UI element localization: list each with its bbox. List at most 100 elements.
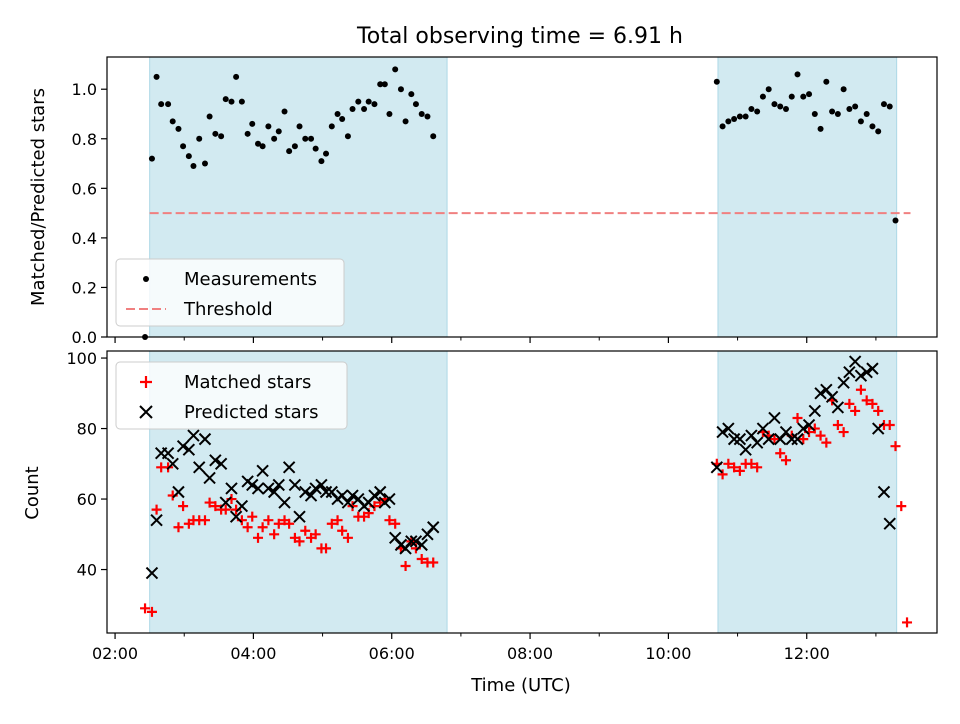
x-tick-label: 10:00: [645, 644, 691, 663]
y-tick-label: 0.2: [72, 278, 97, 297]
measurements-point: [875, 128, 882, 135]
matched-stars-point: [821, 437, 832, 448]
measurements-point: [185, 153, 192, 160]
y-tick-label: 1.0: [72, 80, 97, 99]
predicted-stars-point: [848, 355, 862, 368]
matched-stars-point: [140, 603, 151, 614]
measurements-point: [339, 115, 346, 122]
matched-stars-point: [752, 462, 763, 473]
measurements-point: [430, 133, 437, 140]
measurements-point: [218, 133, 225, 140]
predicted-stars-point: [198, 432, 212, 446]
predicted-stars-point: [319, 485, 333, 499]
measurements-point: [365, 98, 372, 105]
predicted-stars-point: [733, 432, 747, 446]
measurements-point: [271, 135, 278, 142]
measurements-point: [296, 123, 303, 130]
y-tick-label: 0.4: [72, 229, 97, 248]
legend-marker-predicted-stars: [139, 405, 153, 419]
predicted-stars-point: [727, 432, 741, 446]
matched-stars-point: [321, 543, 332, 554]
matched-stars-point: [723, 458, 734, 469]
measurements-point: [886, 103, 893, 110]
measurements-point: [212, 130, 219, 137]
matched-stars-point: [178, 501, 189, 512]
predicted-stars-point: [145, 566, 159, 580]
matched-stars-point: [769, 434, 780, 445]
predicted-stars-point: [341, 496, 355, 509]
y-tick-label: 0.8: [72, 130, 97, 149]
predicted-stars-point: [150, 513, 163, 527]
matched-stars-point: [199, 515, 210, 526]
x-tick-label: 12:00: [784, 644, 830, 663]
predicted-stars-point: [756, 422, 770, 435]
predicted-stars-point: [315, 478, 328, 492]
x-tick-label: 08:00: [507, 644, 553, 663]
shaded-interval-1: [717, 351, 897, 633]
measurements-point: [418, 110, 425, 117]
predicted-stars-point: [808, 404, 822, 418]
measurements-point: [265, 123, 272, 130]
predicted-stars-point: [267, 485, 281, 499]
measurements-point: [846, 106, 853, 113]
predicted-stars-point: [710, 461, 724, 474]
measurements-point: [765, 86, 772, 93]
measurements-point: [291, 143, 298, 150]
plot-frame: [106, 56, 938, 338]
measurements-point: [771, 101, 778, 108]
legend-label-matched-stars: Matched stars: [184, 372, 311, 393]
matched-stars-point: [815, 430, 826, 441]
predicted-stars-point: [854, 369, 868, 382]
predicted-stars-point: [814, 387, 827, 400]
matched-stars-point: [247, 511, 258, 522]
predicted-stars-point: [262, 482, 275, 495]
measurements-point: [806, 91, 813, 98]
matched-stars-point: [780, 455, 791, 466]
measurements-point: [392, 66, 399, 73]
shaded-interval-1: [717, 57, 897, 337]
predicted-stars-point: [278, 496, 291, 509]
predicted-stars-point: [762, 432, 775, 446]
matched-stars-point: [775, 448, 786, 459]
matched-stars-point: [850, 405, 861, 416]
measurements-point: [165, 101, 172, 108]
matched-stars-point: [855, 384, 866, 395]
predicted-stars-point: [256, 464, 269, 478]
matched-stars-point: [173, 522, 184, 533]
measurements-point: [736, 113, 743, 120]
measurements-point: [318, 158, 325, 165]
y-tick-label: 60: [77, 490, 97, 509]
matched-stars-point: [884, 420, 895, 431]
predicted-stars-point: [209, 454, 222, 467]
measurements-point: [344, 133, 351, 140]
matched-stars-point: [838, 427, 849, 438]
predicted-stars-point: [383, 492, 396, 506]
matched-stars-point: [326, 518, 337, 529]
x-tick-label: 04:00: [230, 644, 276, 663]
predicted-stars-point: [193, 461, 206, 474]
predicted-stars-point: [883, 517, 896, 530]
measurements-point: [880, 101, 887, 108]
measurements-point: [206, 113, 213, 120]
measurements-point: [153, 73, 160, 80]
measurements-point: [286, 148, 293, 155]
matched-stars-point: [844, 398, 855, 409]
predicted-stars-point: [235, 499, 249, 513]
matched-stars-point: [832, 420, 843, 431]
predicted-stars-point: [415, 538, 428, 552]
predicted-stars-point: [405, 535, 418, 548]
measurements-point: [782, 106, 789, 113]
measurements-point: [228, 98, 235, 105]
predicted-stars-point: [374, 485, 387, 499]
measurements-point: [381, 81, 388, 88]
matched-stars-point: [717, 469, 728, 480]
predicted-stars-point: [172, 485, 185, 499]
matched-stars-point: [269, 529, 280, 540]
matched-stars-point: [798, 434, 809, 445]
measurements-point: [731, 115, 738, 122]
matched-stars-point: [734, 465, 745, 476]
predicted-stars-point: [368, 489, 381, 502]
measurements-point: [857, 118, 864, 125]
measurements-point: [180, 143, 187, 150]
